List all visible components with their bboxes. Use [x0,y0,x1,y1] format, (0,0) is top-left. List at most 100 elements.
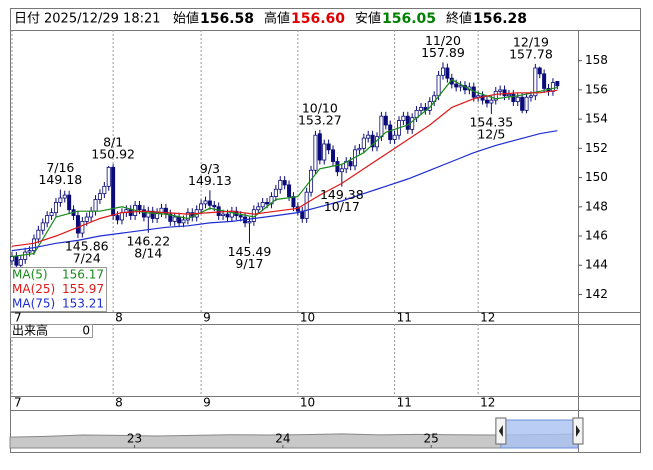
legend-value: 155.97 [62,282,104,296]
y-tick-label: 150 [585,170,608,184]
candle-body [62,194,67,199]
header-field-name: 安値 [355,11,381,27]
annotation-value: 149.38 [320,187,364,202]
outer-frame [10,8,641,453]
candle-body [97,193,102,200]
legend-name: MA(5) [12,268,48,282]
candle-body [537,67,542,75]
candle-body [331,149,336,162]
annotation-date: 9/3 [200,161,220,176]
candle-body [348,161,353,167]
annotation-value: 149.13 [188,173,232,188]
header-field-value: 156.28 [473,11,527,27]
candle-body [357,147,362,151]
y-tick-label: 158 [585,53,608,67]
candle-body [515,96,520,102]
candle-body [410,117,415,130]
header-field-name: 終値 [446,11,472,27]
annotation-value: 153.27 [298,112,342,127]
candle-body [260,202,265,208]
volume-box [10,324,93,338]
candle-body [221,213,226,216]
ma-line [11,89,558,247]
x-tick-label: 12 [480,396,495,410]
candle-body [524,96,529,111]
annotation-date: 9/17 [235,256,263,271]
candle-body [498,89,503,92]
candle-body [49,212,54,216]
annotation-value: 157.89 [421,45,465,60]
candle-body [36,229,41,240]
annotation-value: 157.78 [509,46,553,61]
candle-body [278,180,283,190]
annotation-date: 8/14 [134,245,162,260]
date: 2025/12/29 18:21 [44,12,161,27]
header-field-value: 156.60 [291,11,345,27]
candle-body [520,96,525,111]
candle-body [304,191,309,219]
candle-body [141,209,146,218]
volume-value: 0 [82,324,90,338]
header-field-name: 始値 [173,11,199,27]
navigator-tick-label: 23 [127,432,142,446]
candle-body [14,256,19,266]
y-tick-label: 152 [585,141,608,155]
candle-body [379,115,384,138]
x-tick-label: 9 [203,396,211,410]
candle-body [31,238,36,252]
x-tick-label: 10 [300,311,315,325]
candle-body [40,222,45,231]
candle-body [418,107,423,111]
candle-body [177,216,182,224]
candle-body [480,95,485,101]
x-tick-label: 10 [300,396,315,410]
candle-body [405,115,410,130]
candle-body [89,210,94,218]
candle-body [383,115,388,126]
date-label: 日付 [14,12,40,27]
candle-body [282,180,287,186]
candle-body [493,90,498,101]
header-field-name: 高値 [264,11,290,27]
candle-body [247,221,252,224]
candle-body [506,93,511,97]
y-tick-label: 148 [585,199,608,213]
candle-body [23,251,28,260]
candle-body [216,206,221,216]
annotation-date: 7/16 [46,160,74,175]
candle-body [322,143,327,161]
legend-value: 156.17 [62,268,104,282]
candle-body [291,196,296,208]
candle-body [445,67,450,79]
candle-body [476,95,481,98]
annotation-value: 149.18 [38,172,82,187]
candle-body [511,93,516,102]
candle-body [225,213,230,218]
y-tick-label: 146 [585,229,608,243]
candle-body [502,89,507,97]
candle-body [388,124,393,140]
y-tick-label: 154 [585,112,608,126]
candle-body [436,74,441,97]
annotation-date: 7/24 [73,251,101,266]
candle-body [273,188,278,197]
candle-body [313,134,318,171]
candle-body [256,206,261,211]
candle-body [212,204,217,208]
navigator-window[interactable] [500,419,579,449]
candle-body [555,81,560,87]
candle-body [84,216,89,222]
legend-name: MA(25) [12,282,55,296]
legend-name: MA(75) [12,297,55,311]
x-tick-label: 9 [203,311,211,325]
candle-body [75,215,80,234]
candle-body [528,95,533,98]
candle-body [207,200,212,206]
x-tick-label: 12 [480,311,495,325]
legend-box [10,267,107,312]
candle-body [185,212,190,221]
y-tick-label: 144 [585,258,608,272]
annotation-date: 11/20 [425,33,461,48]
